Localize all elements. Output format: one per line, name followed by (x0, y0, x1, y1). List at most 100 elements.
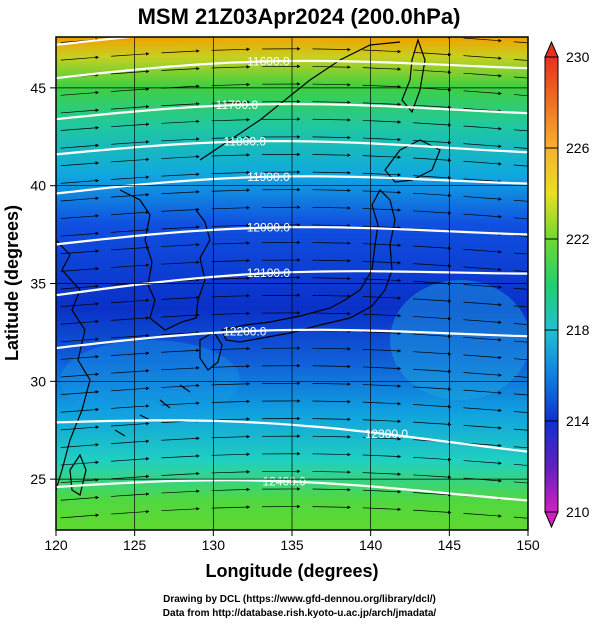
coast-japan-honshu (221, 189, 396, 343)
wind-arrow (513, 428, 528, 431)
wind-arrow (362, 243, 402, 247)
wind-arrow (513, 481, 528, 484)
wind-arrow (513, 217, 528, 220)
x-axis-ticks: 120 125 130 135 140 145 150 (44, 530, 540, 553)
wind-arrow (513, 252, 528, 255)
wind-arrow (211, 65, 251, 69)
wind-arrow (463, 55, 502, 60)
wind-arrow (161, 454, 200, 459)
wind-arrow (312, 470, 351, 474)
wind-arrow (111, 369, 150, 374)
contour-label: 12100.0 (247, 266, 291, 280)
wind-arrow (211, 170, 251, 175)
coast-japan-hokkaido (384, 139, 441, 183)
wind-arrow (60, 302, 100, 307)
wind-arrow (111, 87, 150, 92)
wind-arrow (362, 120, 402, 124)
contour-label: 12000.0 (247, 221, 291, 235)
wind-arrow (413, 474, 452, 479)
wind-arrow (211, 206, 251, 210)
wind-arrow (362, 507, 402, 512)
wind-arrow (463, 248, 502, 254)
wind-arrow (312, 487, 351, 492)
wind-arrow (362, 454, 402, 459)
wind-arrow (312, 399, 351, 404)
wind-arrow (463, 196, 502, 201)
wind-arrow (111, 192, 150, 198)
wind-vectors (60, 37, 528, 519)
wind-arrow (161, 471, 200, 476)
wind-arrow (312, 311, 351, 316)
wind-arrow (211, 135, 251, 140)
wind-arrow (111, 492, 150, 497)
wind-arrow (111, 298, 150, 304)
wind-arrow (513, 516, 528, 519)
wind-arrow (60, 231, 100, 237)
colorbar-extend-bottom (544, 511, 559, 529)
wind-arrow (513, 129, 528, 132)
wind-arrow (161, 260, 200, 265)
wind-arrow (362, 331, 402, 336)
wind-arrow (312, 223, 351, 228)
wind-arrow (312, 276, 351, 281)
wind-arrow (161, 366, 200, 371)
colorbar-tick-label: 210 (566, 504, 590, 520)
wind-arrow (312, 417, 351, 422)
wind-arrow (211, 417, 251, 421)
wind-arrow (312, 65, 351, 69)
wind-arrow (60, 390, 100, 395)
wind-arrow (413, 157, 452, 162)
wind-arrow (161, 49, 200, 54)
wind-arrow (111, 333, 150, 339)
wind-arrow (463, 301, 502, 307)
wind-arrow (111, 316, 150, 321)
wind-arrow (513, 59, 528, 61)
wind-arrow (413, 298, 452, 303)
wind-arrow (413, 386, 452, 391)
wind-arrow (211, 470, 251, 474)
wind-arrow (513, 164, 528, 167)
wind-arrow (161, 436, 200, 441)
wind-arrow (413, 509, 452, 515)
x-tick-label: 125 (123, 537, 147, 553)
wind-arrow (362, 84, 402, 89)
wind-arrow (60, 443, 100, 448)
wind-arrow (312, 83, 351, 87)
wind-arrow (463, 160, 502, 166)
wind-arrow (111, 351, 150, 356)
wind-arrow (463, 336, 502, 342)
wind-arrow (111, 474, 150, 480)
wind-arrow (161, 348, 200, 353)
wind-arrow (362, 278, 402, 283)
wind-arrow (60, 126, 100, 131)
wind-arrow (312, 171, 351, 175)
wind-arrow (362, 225, 402, 230)
y-tick-label: 45 (30, 80, 46, 96)
warm-pocket-east (390, 280, 528, 400)
wind-arrow (463, 407, 502, 413)
wind-arrow (211, 487, 251, 492)
credit-drawing: Drawing by DCL (https://www.gfd-dennou.o… (163, 594, 436, 605)
wind-arrow (161, 102, 200, 107)
wind-arrow (111, 69, 150, 75)
wind-arrow (513, 411, 528, 413)
coast-ryukyu (114, 384, 191, 437)
wind-arrow (312, 153, 351, 157)
wind-arrow (413, 333, 452, 338)
wind-arrow (362, 296, 402, 300)
wind-arrow (211, 434, 251, 439)
wind-arrow (161, 489, 200, 494)
wind-arrow (513, 147, 528, 149)
wind-arrow (413, 52, 452, 57)
wind-arrow (513, 393, 528, 396)
wind-arrow (161, 225, 200, 230)
wind-arrow (60, 513, 100, 519)
wind-arrow (362, 489, 402, 494)
colorbar-tick-label: 218 (566, 322, 590, 338)
wind-arrow (111, 122, 150, 128)
wind-arrow (413, 210, 452, 215)
wind-arrow (413, 104, 452, 110)
wind-arrow (312, 188, 351, 193)
wind-arrow (111, 509, 150, 515)
